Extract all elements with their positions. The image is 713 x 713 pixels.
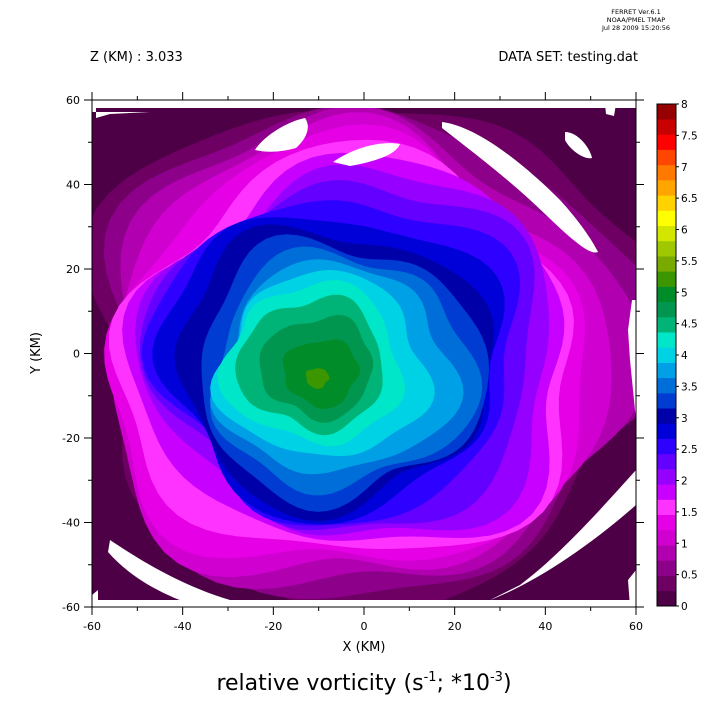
colorbar-swatch xyxy=(657,560,676,576)
y-tick-label: 40 xyxy=(66,179,80,192)
colorbar-swatch xyxy=(657,347,676,363)
colorbar-label: 3.5 xyxy=(681,381,698,393)
colorbar-swatch xyxy=(657,240,676,257)
ferret-stamp-line1: FERRET Ver.6.1 xyxy=(611,8,660,16)
x-tick-label: 20 xyxy=(448,620,462,633)
missing-data-patch xyxy=(92,590,98,607)
y-axis-label: Y (KM) xyxy=(29,332,44,375)
colorbar-swatch xyxy=(657,499,676,516)
colorbar-label: 1 xyxy=(681,538,688,550)
title-exponent-1: -1 xyxy=(424,670,437,685)
colorbar-swatch xyxy=(657,301,676,318)
colorbar-label: 7 xyxy=(681,162,688,174)
colorbar-label: 0.5 xyxy=(681,570,698,582)
x-tick-label: 0 xyxy=(361,620,368,633)
colorbar-swatch xyxy=(657,210,676,226)
missing-data-patch xyxy=(442,122,598,253)
missing-data-patch xyxy=(565,132,592,159)
title-mid: ; *10 xyxy=(437,671,490,696)
colorbar-swatch xyxy=(657,377,676,394)
missing-data-patch xyxy=(92,600,636,607)
colorbar-swatch xyxy=(657,545,676,561)
ferret-stamp-line2: NOAA/PMEL TMAP xyxy=(607,16,665,24)
colorbar-label: 6.5 xyxy=(681,193,698,205)
missing-data-patch xyxy=(108,540,260,607)
x-tick-label: -20 xyxy=(264,620,282,633)
contour-band xyxy=(305,368,330,389)
title-exponent-2: -3 xyxy=(490,670,503,685)
colorbar-swatch xyxy=(657,514,676,531)
title-end: ) xyxy=(503,671,512,696)
missing-data-patch xyxy=(605,104,616,116)
y-axis: -60 -40 -20 0 20 40 60 xyxy=(62,94,644,614)
colorbar-swatch xyxy=(657,575,676,592)
colorbar-swatch xyxy=(657,438,676,455)
colorbar-label: 5.5 xyxy=(681,256,698,268)
colorbar-label: 0 xyxy=(681,601,688,613)
colorbar-label: 2 xyxy=(681,476,688,488)
y-tick-label: 20 xyxy=(66,263,80,276)
colorbar-swatch xyxy=(657,423,676,439)
missing-data-patch xyxy=(333,143,400,166)
x-axis: -60 -40 -20 0 20 40 60 xyxy=(83,92,643,633)
colorbar-swatch xyxy=(657,316,676,333)
missing-data-regions xyxy=(92,100,636,607)
y-tick-label: -20 xyxy=(62,432,80,445)
colorbar-swatch xyxy=(657,149,676,166)
x-axis-label: X (KM) xyxy=(343,640,386,655)
colorbar-swatch xyxy=(657,393,676,409)
colorbar-swatch xyxy=(657,590,676,607)
colorbar-label: 8 xyxy=(681,99,688,111)
colorbar-swatch xyxy=(657,469,676,485)
y-tick-label: 0 xyxy=(73,348,80,361)
x-tick-label: 60 xyxy=(629,620,643,633)
colorbar-label: 1.5 xyxy=(681,507,698,519)
colorbar-swatch xyxy=(657,134,676,150)
colorbar-swatch xyxy=(657,332,676,348)
colorbar-label: 2.5 xyxy=(681,444,698,456)
colorbar-swatch xyxy=(657,408,676,424)
colorbar-label: 6 xyxy=(681,225,688,237)
dataset-label: DATA SET: testing.dat xyxy=(498,50,638,65)
contour-field xyxy=(92,105,636,607)
colorbar-swatch xyxy=(657,180,676,196)
missing-data-patch xyxy=(628,570,636,607)
colorbar-swatch xyxy=(657,119,676,135)
colorbar-swatch xyxy=(657,286,676,303)
missing-data-patch xyxy=(255,118,308,152)
colorbar-swatch xyxy=(657,362,676,379)
colorbar-swatch xyxy=(657,529,676,546)
colorbar-swatch xyxy=(657,104,676,120)
x-tick-label: -40 xyxy=(174,620,192,633)
z-level-label: Z (KM) : 3.033 xyxy=(90,50,183,65)
missing-data-patch xyxy=(92,100,150,118)
x-tick-label: 40 xyxy=(538,620,552,633)
colorbar-label: 4 xyxy=(681,350,688,362)
colorbar-swatch xyxy=(657,484,676,500)
colorbar-swatch xyxy=(657,453,676,470)
chart-title: relative vorticity (s-1; *10-3) xyxy=(216,670,511,696)
colorbar-swatch xyxy=(657,195,676,211)
y-tick-label: -60 xyxy=(62,601,80,614)
missing-data-patch xyxy=(92,100,636,108)
y-tick-label: 60 xyxy=(66,94,80,107)
colorbar-swatch xyxy=(657,256,676,272)
title-main: relative vorticity (s xyxy=(216,671,423,696)
colorbar-label: 3 xyxy=(681,413,688,425)
colorbar-swatch xyxy=(657,271,676,287)
y-tick-label: -40 xyxy=(62,517,80,530)
colorbar-label: 5 xyxy=(681,287,688,299)
missing-data-patch xyxy=(628,300,636,420)
colorbar-label: 4.5 xyxy=(681,319,698,331)
colorbar-swatch xyxy=(657,164,676,181)
colorbar-swatch xyxy=(657,225,676,242)
colorbar-label: 7.5 xyxy=(681,130,698,142)
colorbar: 0 0.5 1 1.5 2 2.5 3 3.5 4 4.5 5 5.5 6 6.5 7 7.5 8 xyxy=(656,99,698,613)
ferret-stamp-line3: Jul 28 2009 15:20:56 xyxy=(601,24,670,32)
x-tick-label: -60 xyxy=(83,620,101,633)
plot-area xyxy=(91,99,637,608)
